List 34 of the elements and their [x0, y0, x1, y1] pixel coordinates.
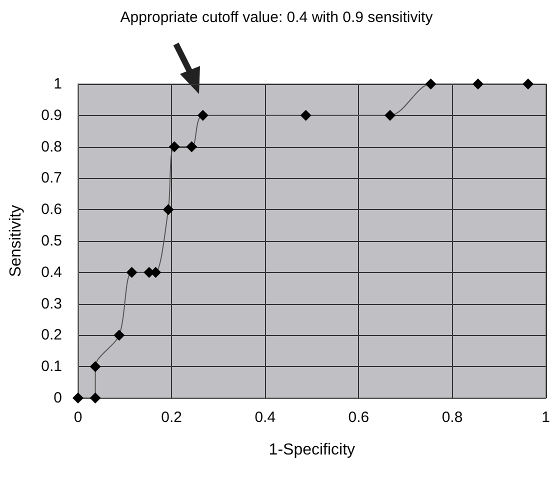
y-tick-label: 0.6 [41, 201, 62, 218]
y-tick-label: 0.3 [41, 295, 62, 312]
point [300, 110, 312, 121]
point [72, 392, 84, 404]
point [114, 330, 125, 341]
point [384, 110, 396, 121]
x-tick-label: 1 [542, 409, 550, 426]
y-tick-label: 0.1 [41, 358, 62, 376]
point [425, 78, 436, 90]
point [472, 78, 484, 90]
y-tick-label: 0.2 [41, 326, 62, 344]
x-tick-label: 0 [74, 409, 82, 426]
point [197, 110, 208, 121]
x-tick-label: 0.6 [348, 409, 370, 426]
point [168, 141, 180, 152]
y-tick-label: 0.8 [41, 138, 62, 156]
y-axis-title: Sensitivity [8, 204, 24, 278]
text: Appropriate cutoff value: 0.4 with 0.9 sensitivity [120, 9, 434, 26]
y-tick-label: 0.9 [41, 106, 62, 124]
point [90, 361, 101, 372]
x-tick-label: 0.8 [442, 409, 463, 426]
y-tick-label: 0.5 [41, 232, 62, 250]
y-tick-label: 0.4 [41, 264, 62, 281]
y-tick-label: 1 [54, 76, 62, 92]
point [522, 78, 534, 90]
x-tick-label: 0.4 [254, 409, 276, 426]
point [162, 204, 174, 216]
point [126, 266, 138, 278]
x-axis-title: 1-Specificity [268, 442, 356, 458]
point [186, 141, 198, 152]
y-tick-label: 0 [54, 390, 62, 406]
y-tick-label: 0.7 [41, 170, 62, 187]
point [90, 392, 101, 404]
x-tick-label: 0.2 [161, 409, 182, 426]
